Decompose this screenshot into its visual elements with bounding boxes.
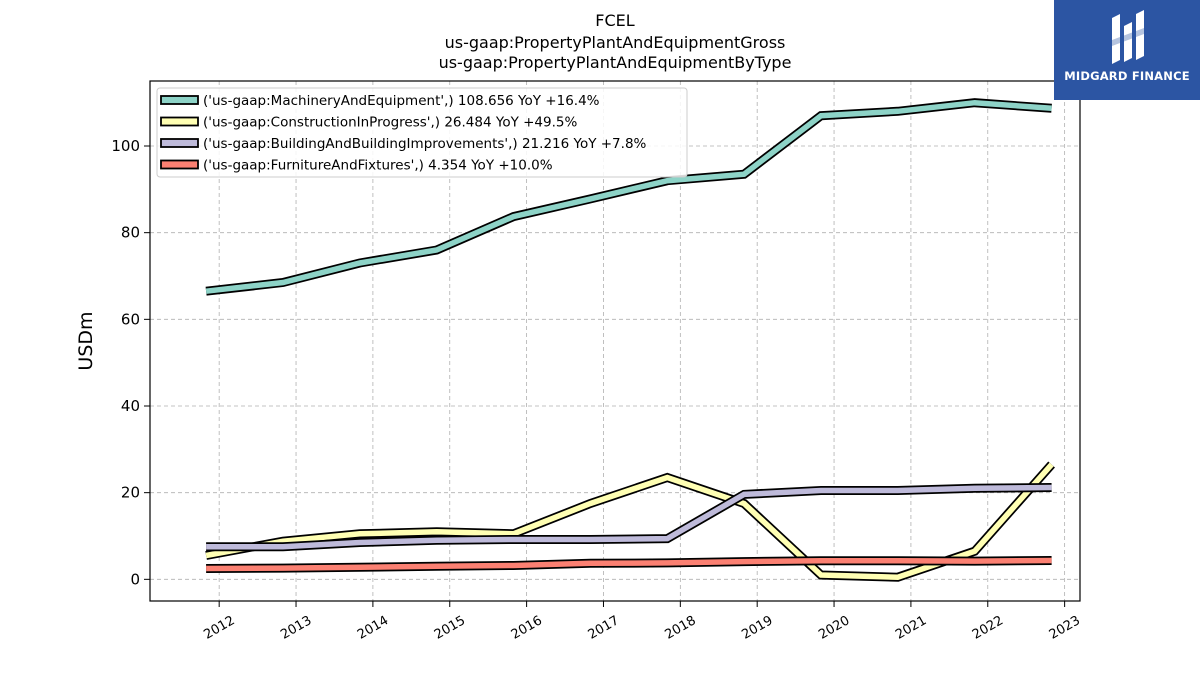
x-tick-label: 2017 [586,613,622,643]
x-tick-label: 2014 [355,613,391,643]
legend-swatch [160,95,199,105]
legend-entry: ('us-gaap:FurnitureAndFixtures',) 4.354 … [203,158,553,174]
chart-title-line-3: us-gaap:PropertyPlantAndEquipmentByType [439,53,792,72]
series-line [206,557,1052,572]
legend-swatch [160,159,199,170]
y-axis-label: USDm [75,311,97,370]
y-tick-label: 40 [121,397,140,415]
series-line [206,484,1052,550]
series-line [205,462,1054,580]
y-axis: 0 20 40 60 80 100 [111,137,150,588]
series-2 [206,483,1052,552]
plot-frame [149,80,1081,602]
x-tick-label: 2012 [201,613,237,643]
series-1 [205,461,1055,582]
series-3 [206,556,1052,573]
x-tick-label: 2018 [663,613,699,643]
x-tick-label: 2015 [432,613,468,643]
series-lines [205,98,1055,582]
x-axis: 2012 2013 2014 2015 2016 2017 2018 2019 2020 2021… [201,601,1083,643]
x-tick-label: 2021 [893,613,929,643]
chart-title-line-2: us-gaap:PropertyPlantAndEquipmentGross [445,33,786,52]
chart-title: FCEL us-gaap:PropertyPlantAndEquipmentGr… [439,11,792,72]
legend-swatch [160,116,199,127]
legend: ('us-gaap:MachineryAndEquipment',) 108.6… [156,87,688,178]
legend-swatch [160,138,199,148]
logo-mark-icon [1112,10,1144,64]
chart-title-line-1: FCEL [595,11,634,30]
series-line [205,99,1052,294]
legend-entry: ('us-gaap:BuildingAndBuildingImprovement… [203,136,647,152]
series-0 [205,98,1052,296]
x-tick-label: 2023 [1047,613,1083,643]
x-tick-label: 2020 [816,613,852,643]
x-tick-label: 2019 [739,613,775,643]
logo-text: MIDGARD FINANCE [1064,69,1190,83]
midgard-finance-logo: MIDGARD FINANCE [1054,0,1200,100]
x-tick-label: 2022 [970,613,1006,643]
x-tick-label: 2013 [278,613,314,643]
y-tick-label: 80 [121,224,140,242]
y-tick-label: 20 [121,484,140,502]
legend-box [156,87,688,178]
legend-entry: ('us-gaap:ConstructionInProgress',) 26.4… [203,115,577,131]
y-tick-label: 100 [111,137,140,155]
legend-entry: ('us-gaap:MachineryAndEquipment',) 108.6… [203,93,600,109]
x-tick-label: 2016 [509,613,545,643]
y-tick-label: 0 [130,570,140,588]
y-tick-label: 60 [121,310,140,328]
